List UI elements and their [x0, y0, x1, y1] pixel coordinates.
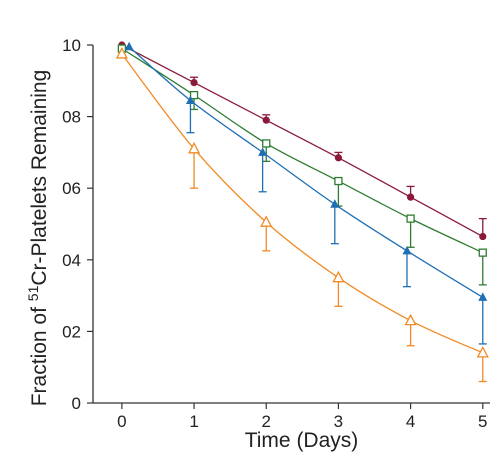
y-tick-label: 02: [62, 322, 81, 341]
data-point: [402, 245, 412, 255]
x-axis-title: Time (Days): [245, 429, 359, 452]
x-tick-label: 1: [189, 412, 198, 431]
data-point: [407, 193, 415, 201]
data-point: [478, 248, 487, 257]
series-line: [121, 53, 484, 354]
series-line: [121, 48, 484, 254]
data-point: [260, 215, 273, 227]
y-tick-label: 0: [72, 394, 81, 413]
x-tick-label: 2: [262, 412, 271, 431]
data-point: [189, 90, 199, 100]
data-point: [404, 313, 417, 326]
data-point: [479, 232, 487, 241]
axes: 0 1 2 3 4 5 0 02 04 06 08 10: [62, 36, 490, 431]
data-point: [115, 47, 128, 59]
x-tick-label: 0: [117, 412, 126, 431]
y-tick-label: 08: [62, 108, 81, 127]
y-axis-title-superscript: 51: [25, 285, 41, 301]
data-point: [478, 292, 488, 301]
x-tick-label: 4: [406, 412, 415, 431]
series-2: [124, 41, 488, 345]
data-point: [406, 214, 415, 223]
data-point: [334, 176, 343, 186]
data-point: [187, 141, 201, 154]
x-tick-label: 3: [334, 412, 343, 431]
data-point: [330, 199, 340, 208]
y-tick-label: 10: [62, 36, 81, 55]
series-line: [121, 44, 484, 238]
data-point: [124, 41, 134, 51]
data-point: [262, 139, 271, 148]
y-tick-label: 06: [62, 179, 81, 198]
series-0: [118, 41, 487, 241]
data-point: [334, 154, 343, 162]
y-axis-title-prefix: Fraction of: [28, 301, 51, 406]
y-axis-title: Fraction of 51Cr-Platelets Remaining: [25, 70, 51, 407]
data-point: [332, 270, 345, 283]
data-point: [262, 116, 270, 124]
data-point: [258, 147, 268, 156]
y-axis-title-suffix: Cr-Platelets Remaining: [28, 70, 51, 286]
y-tick-label: 04: [62, 251, 81, 270]
x-tick-label: 5: [478, 412, 487, 431]
series-layer: [115, 41, 489, 383]
series-3: [115, 47, 489, 383]
data-point: [476, 345, 489, 358]
series-line: [128, 46, 484, 298]
series-1: [117, 44, 487, 286]
data-point: [185, 95, 195, 104]
data-point: [190, 78, 198, 87]
